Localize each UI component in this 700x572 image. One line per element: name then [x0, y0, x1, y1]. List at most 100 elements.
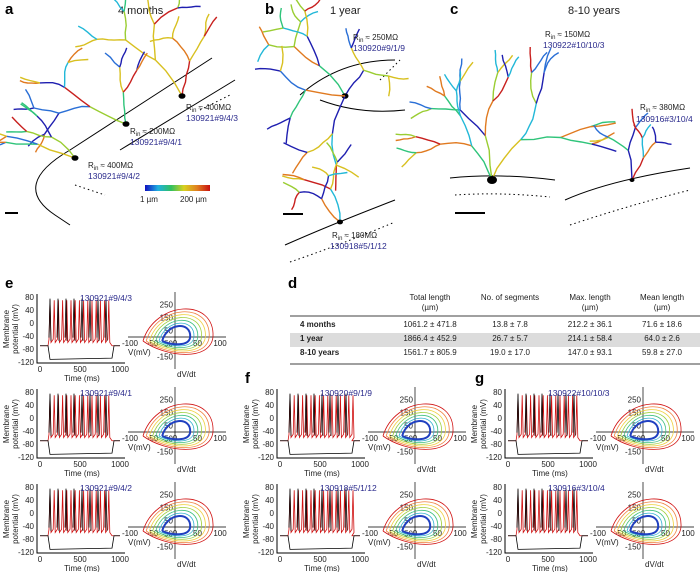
phase-y-label: dV/dt	[177, 370, 196, 379]
x-axis-label: Time (ms)	[64, 564, 100, 572]
x-tick-label: 500	[541, 460, 555, 469]
dendrite	[254, 67, 281, 72]
dendrite	[304, 0, 321, 12]
phase-y-tick-label: -50	[161, 435, 173, 444]
phase-y-tick-label: 150	[628, 409, 642, 418]
r-sub: in	[359, 38, 364, 44]
y-tick-label: 80	[493, 388, 502, 397]
phase-loop	[149, 504, 206, 542]
dendrite	[37, 143, 76, 159]
table-cell: 59.8 ± 27.0	[642, 348, 683, 357]
dendrite	[279, 45, 284, 72]
table-cell: 1866.4 ± 452.9	[403, 334, 457, 343]
phase-y-tick-label: -150	[157, 543, 174, 552]
dendrite	[293, 21, 302, 47]
y-tick-label: 80	[25, 483, 34, 492]
phase-x-tick-label: 100	[213, 339, 227, 348]
r-symbol: R	[640, 103, 646, 112]
neuron-id: 130918#5/1/12	[330, 241, 387, 251]
dendrite	[520, 136, 561, 141]
x-tick-label: 0	[506, 555, 511, 564]
panel-title: 4 months	[118, 5, 164, 17]
dendrite	[363, 69, 389, 77]
phase-x-tick-label: 100	[213, 529, 227, 538]
phase-loop	[629, 515, 660, 536]
x-tick-label: 0	[506, 460, 511, 469]
table-header: Total length	[410, 293, 451, 302]
y-axis-label: potential (mV)	[11, 399, 20, 449]
phase-y-label: dV/dt	[177, 560, 196, 569]
dendrite	[396, 147, 417, 154]
phase-y-tick-label: 250	[400, 396, 414, 405]
voltage-trace-black	[508, 393, 588, 455]
r-symbol: R	[353, 33, 359, 42]
dendrite	[299, 191, 322, 200]
dendrite	[67, 47, 83, 63]
phase-y-tick-label: 150	[628, 504, 642, 513]
slice-boundary	[299, 59, 396, 96]
dendrite	[282, 181, 300, 193]
phase-loop	[623, 510, 667, 539]
slice-boundary	[449, 175, 556, 181]
phase-y-label: dV/dt	[645, 465, 664, 474]
recording-id: 130922#10/10/3	[548, 388, 610, 398]
dendrite	[119, 67, 124, 93]
y-tick-label: 0	[270, 509, 275, 518]
phase-x-tick-label: -100	[590, 434, 607, 443]
phase-y-label: dV/dt	[417, 560, 436, 569]
dendrite	[560, 126, 591, 139]
dendrite	[387, 75, 391, 97]
y-tick-label: 40	[265, 401, 274, 410]
dendrite	[440, 141, 472, 147]
phase-loop	[392, 507, 443, 540]
r-sub: in	[192, 108, 197, 114]
panel-label: g	[475, 370, 484, 387]
dendrite	[5, 141, 38, 145]
phase-loop	[610, 403, 682, 450]
dendrite	[494, 49, 499, 73]
dendrite	[529, 46, 533, 73]
voltage-trace	[40, 395, 120, 442]
phase-y-tick-label: 250	[628, 396, 642, 405]
y-tick-label: -120	[258, 453, 275, 462]
phase-y-tick-label: 150	[160, 409, 174, 418]
dendrite	[484, 100, 494, 136]
table-row-shade	[290, 333, 700, 347]
dendrite	[19, 79, 40, 85]
phase-loop	[401, 420, 432, 441]
axis	[276, 484, 365, 554]
y-tick-label: -120	[18, 548, 35, 557]
pia-dotted	[379, 59, 401, 81]
phase-axis	[368, 387, 466, 464]
dendrite	[282, 173, 305, 181]
y-tick-label: -40	[22, 332, 34, 341]
phase-loop	[617, 409, 674, 447]
y-tick-label: -80	[22, 345, 34, 354]
y-tick-label: 80	[25, 388, 34, 397]
input-resistance: Rin ≈ 250MΩ	[353, 33, 398, 44]
recording-id: 130921#9/4/2	[80, 483, 132, 493]
table-cell: 64.0 ± 2.6	[644, 334, 680, 343]
phase-loop	[155, 510, 199, 539]
dendrite	[607, 136, 629, 151]
input-resistance: Rin ≈ 400MΩ	[186, 103, 231, 114]
table-cell: 212.2 ± 36.1	[568, 320, 613, 329]
phase-x-tick-label: -100	[362, 434, 379, 443]
colorbar-min: 1 µm	[140, 195, 158, 204]
dendrite	[331, 133, 337, 166]
panel-label: a	[5, 1, 14, 18]
phase-loop	[145, 406, 210, 449]
phase-y-tick-label: 250	[400, 491, 414, 500]
dendrite	[426, 85, 446, 97]
dendrite	[304, 10, 309, 37]
dendrite	[388, 75, 409, 80]
y-tick-label: -40	[262, 427, 274, 436]
y-axis-label: Membrane	[2, 309, 11, 348]
pia-dotted	[569, 189, 691, 226]
dendrite	[336, 144, 352, 163]
y-tick-label: 0	[498, 509, 503, 518]
x-axis-label: Time (ms)	[304, 469, 340, 478]
voltage-trace	[40, 300, 120, 347]
r-symbol: R	[130, 127, 136, 136]
r-value: ≈ 150MΩ	[557, 30, 590, 39]
